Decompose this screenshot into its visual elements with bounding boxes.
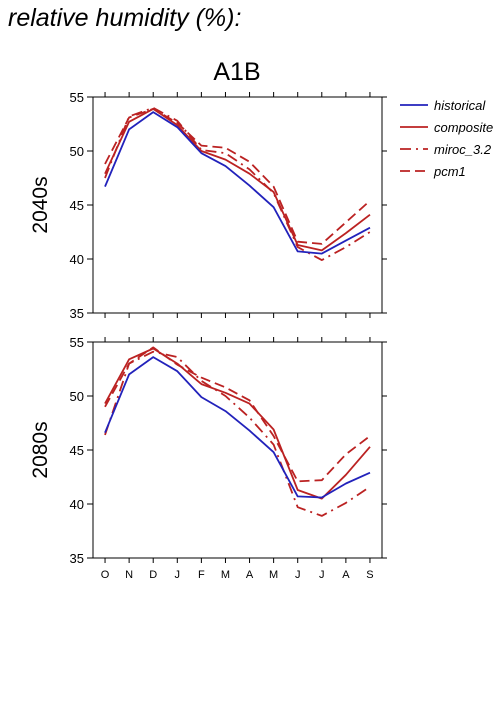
x-tick-label: N (125, 569, 133, 581)
x-tick-label: S (366, 569, 373, 581)
x-tick-label: O (101, 569, 110, 581)
panel-label-2040s: 2040s (29, 176, 52, 233)
x-tick-label: M (221, 569, 230, 581)
y-tick-label: 40 (70, 252, 84, 267)
y-tick-label: 55 (70, 90, 84, 105)
panel-2080s: 35 40 45 50 55 2080s (29, 335, 387, 566)
y-tick-label: 35 (70, 551, 84, 566)
y-tick-label: 50 (70, 144, 84, 159)
x-tick-label: M (269, 569, 278, 581)
series-line-historical (104, 111, 371, 255)
x-tick-label: J (295, 569, 301, 581)
y-tick-label: 50 (70, 389, 84, 404)
legend-label-historical: historical (434, 98, 486, 113)
legend-label-pcm1: pcm1 (433, 164, 466, 179)
y-tick-label: 55 (70, 335, 84, 350)
legend: historical composite miroc_3.2 pcm1 (400, 98, 493, 179)
x-tick-label: A (246, 569, 254, 581)
series-line-composite (104, 108, 371, 252)
y-tick-label: 35 (70, 306, 84, 321)
series-line-historical (104, 356, 371, 499)
panels: 35 40 45 50 55 2040s 35 40 45 50 55 2080s O N D J F M A M J J… (29, 90, 387, 581)
figure-title: relative humidity (%): (8, 4, 242, 32)
plot-frame (92, 96, 383, 314)
x-tick-label: F (198, 569, 205, 581)
legend-label-composite: composite (434, 120, 493, 135)
y-tick-label: 40 (70, 497, 84, 512)
panel-label-2080s: 2080s (29, 421, 52, 478)
y-tick-label: 45 (70, 198, 84, 213)
x-tick-label: D (149, 569, 157, 581)
series-line-pcm1 (104, 108, 371, 245)
chart-title: A1B (213, 58, 260, 86)
x-tick-label: J (319, 569, 325, 581)
plot-frame (92, 341, 383, 559)
y-tick-label: 45 (70, 443, 84, 458)
series-line-miroc-3-2 (104, 350, 371, 517)
panel-2040s: 35 40 45 50 55 2040s (29, 90, 387, 321)
series-line-composite (104, 347, 371, 500)
x-tick-label: J (175, 569, 181, 581)
legend-label-miroc-3-2: miroc_3.2 (434, 142, 492, 157)
x-tick-label: A (342, 569, 350, 581)
series-line-pcm1 (104, 346, 371, 483)
